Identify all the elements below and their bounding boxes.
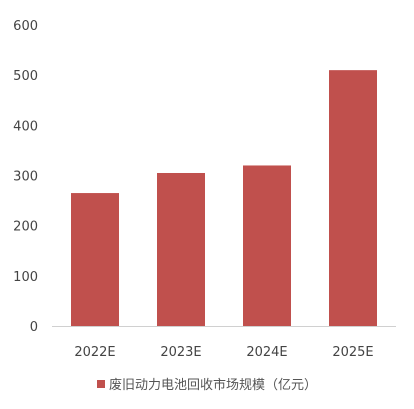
y-tick-label: 300 (13, 170, 38, 185)
y-tick-label: 500 (13, 69, 38, 84)
y-axis-ticks: 0 100 200 300 400 500 600 (13, 19, 38, 335)
x-tick-label: 2025E (332, 345, 373, 360)
y-tick-label: 100 (13, 270, 38, 285)
x-tick-label: 2024E (246, 345, 287, 360)
y-tick-label: 0 (30, 320, 38, 335)
bar-2022E (71, 193, 119, 326)
y-tick-label: 600 (13, 19, 38, 34)
bars (71, 70, 377, 327)
x-tick-label: 2023E (160, 345, 201, 360)
legend-label: 废旧动力电池回收市场规模（亿元） (109, 377, 317, 393)
bar-2023E (157, 172, 205, 326)
legend: 废旧动力电池回收市场规模（亿元） (97, 377, 317, 393)
bar-2025E (329, 70, 377, 327)
x-axis-ticks: 2022E 2023E 2024E 2025E (74, 345, 373, 360)
y-tick-label: 200 (13, 220, 38, 235)
x-tick-label: 2022E (74, 345, 115, 360)
bar-2024E (243, 165, 291, 326)
legend-swatch (97, 380, 105, 388)
y-tick-label: 400 (13, 119, 38, 134)
